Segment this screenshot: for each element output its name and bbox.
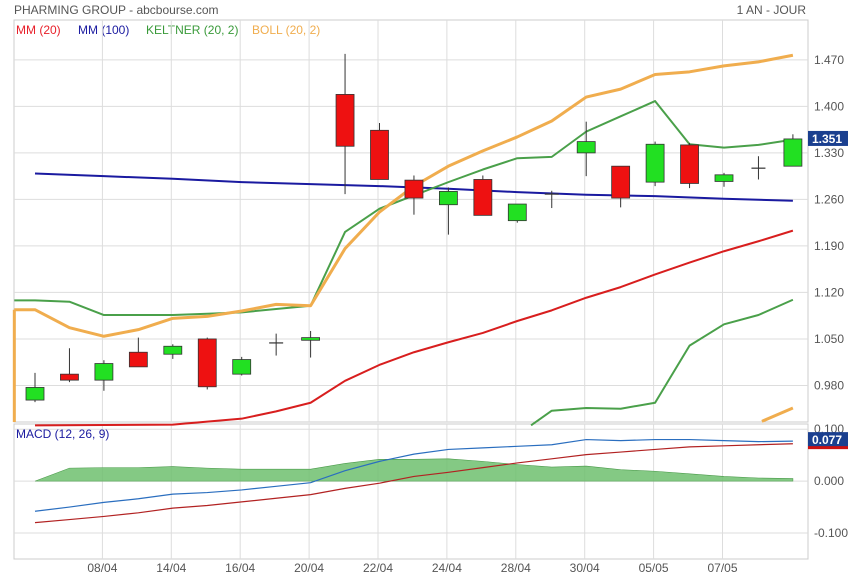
- price-panel-frame: [13, 19, 809, 423]
- legend-mm100: MM (100): [78, 23, 129, 37]
- x-tick-label: 16/04: [225, 561, 255, 575]
- macd-line-macd: [34, 438, 793, 512]
- candle: [680, 142, 699, 189]
- price-tick-label: 1.190: [814, 239, 844, 253]
- candle: [544, 190, 559, 209]
- macd-grid: [14, 424, 808, 559]
- x-tick-label: 22/04: [363, 561, 393, 575]
- candle: [783, 134, 803, 167]
- x-tick-label: 24/04: [432, 561, 462, 575]
- line-mm-20-: [34, 229, 794, 427]
- price-tick-label: 1.400: [814, 99, 844, 113]
- candle: [60, 348, 79, 383]
- candle: [751, 156, 766, 180]
- candle: [370, 122, 389, 180]
- legend-keltner: KELTNER (20, 2): [146, 23, 238, 37]
- period-label: 1 AN - JOUR: [737, 3, 807, 17]
- candle: [25, 372, 45, 403]
- chart-title: PHARMING GROUP - abcbourse.com: [14, 3, 219, 17]
- x-tick-label: 14/04: [156, 561, 186, 575]
- candle: [473, 175, 493, 216]
- x-tick-label: 30/04: [570, 561, 600, 575]
- price-grid: [14, 20, 808, 422]
- candle: [232, 356, 252, 376]
- candle: [94, 360, 114, 391]
- candle: [611, 165, 631, 208]
- candle: [163, 344, 183, 359]
- candle: [438, 187, 458, 235]
- price-tick-label: 0.980: [814, 378, 844, 392]
- price-tick-label: 1.050: [814, 332, 844, 346]
- legend: MM (20) MM (100) KELTNER (20, 2) BOLL (2…: [16, 23, 320, 37]
- indicator-lines: [12, 53, 794, 427]
- line-keltner-upper: [14, 100, 794, 317]
- candle: [197, 337, 217, 390]
- price-tick-label: 1.330: [814, 146, 844, 160]
- line-boll-lower: [761, 406, 794, 423]
- candle: [301, 330, 321, 358]
- x-tick-label: 28/04: [501, 561, 531, 575]
- price-tick-label: 1.260: [814, 192, 844, 206]
- candle: [404, 175, 424, 215]
- candle: [645, 141, 665, 187]
- macd-last-badge: [808, 432, 848, 448]
- candle: [335, 53, 355, 195]
- signal-last-marker: [808, 446, 848, 450]
- macd-histogram: [34, 458, 794, 482]
- price-last-value: 1.351: [812, 132, 842, 146]
- axis-labels: 08/04 14/04 16/04 20/04 22/04 24/04 28/04 30/04…: [87, 53, 848, 575]
- x-tick-label: 05/05: [639, 561, 669, 575]
- line-keltner-lower: [530, 298, 794, 427]
- x-tick-label: 20/04: [294, 561, 324, 575]
- price-tick-label: 1.470: [814, 53, 844, 67]
- legend-mm20: MM (20): [16, 23, 61, 37]
- candle: [507, 203, 527, 223]
- legend-boll: BOLL (20, 2): [252, 23, 320, 37]
- macd-title: MACD (12, 26, 9): [16, 427, 109, 441]
- macd-tick-label: 0.000: [814, 474, 844, 488]
- candle: [714, 172, 734, 187]
- candle: [576, 121, 596, 177]
- macd-line-signal: [34, 443, 793, 524]
- candle: [269, 333, 284, 356]
- x-tick-label: 08/04: [87, 561, 117, 575]
- line-boll-upper: [14, 53, 794, 338]
- candle: [128, 337, 148, 368]
- price-tick-label: 1.120: [814, 285, 844, 299]
- macd-last-value: 0.077: [812, 433, 842, 447]
- macd-tick-label: -0.100: [814, 526, 848, 540]
- price-last-badge: [808, 130, 848, 146]
- macd-layer: [34, 438, 794, 524]
- x-tick-label: 07/05: [707, 561, 737, 575]
- macd-panel-frame: [13, 423, 809, 560]
- candles: [25, 53, 803, 403]
